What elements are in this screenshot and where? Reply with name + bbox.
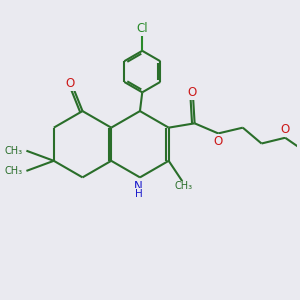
Text: CH₃: CH₃	[175, 182, 193, 191]
Text: Cl: Cl	[136, 22, 148, 35]
Text: O: O	[214, 135, 223, 148]
Text: H: H	[135, 189, 142, 199]
Text: CH₃: CH₃	[5, 166, 23, 176]
Text: N: N	[134, 180, 143, 193]
Text: O: O	[66, 76, 75, 90]
Text: O: O	[187, 86, 196, 99]
Text: O: O	[280, 123, 290, 136]
Text: CH₃: CH₃	[5, 146, 23, 156]
